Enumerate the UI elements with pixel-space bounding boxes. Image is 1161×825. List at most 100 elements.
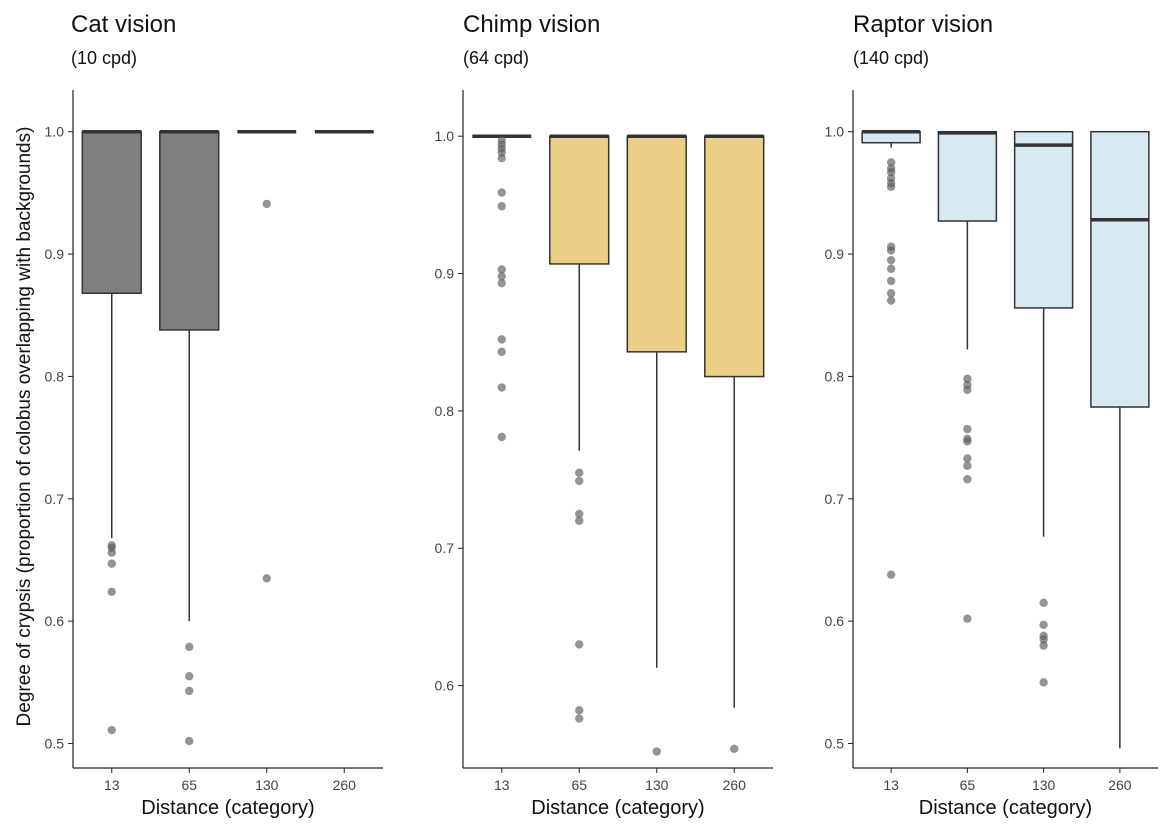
panel-title: Raptor vision: [853, 11, 993, 38]
box-130: [1015, 132, 1073, 687]
outlier-point: [498, 188, 506, 196]
box-iqr: [160, 132, 219, 330]
panel-title: Cat vision: [71, 11, 176, 38]
outlier-point: [887, 296, 895, 304]
y-tick-label: 1.0: [45, 124, 65, 140]
outlier-point: [498, 383, 506, 391]
x-tick-label: 130: [255, 777, 279, 793]
y-tick-label: 0.6: [45, 613, 65, 629]
panel-subtitle: (140 cpd): [853, 48, 929, 68]
box-13: [472, 136, 531, 441]
outlier-point: [1039, 678, 1047, 686]
outlier-point: [575, 517, 583, 525]
panel-2: Chimp vision (64 cpd) 0.6 0.7 0.8 0.9 1.0 13 65 1…: [435, 11, 773, 819]
outlier-point: [963, 615, 971, 623]
box-iqr: [705, 136, 764, 376]
outlier-point: [963, 475, 971, 483]
outlier-point: [1039, 599, 1047, 607]
x-tick-label: 65: [960, 777, 976, 793]
panel-subtitle: (10 cpd): [71, 48, 137, 68]
x-tick-label: 130: [1032, 777, 1056, 793]
outlier-point: [730, 745, 738, 753]
y-tick-label: 0.9: [45, 246, 65, 262]
y-axis-label: Degree of crypsis (proportion of colobus…: [14, 127, 35, 727]
y-tick-label: 0.7: [435, 540, 455, 556]
box-iqr: [627, 136, 686, 352]
box-iqr: [1091, 132, 1149, 407]
outlier-point: [963, 386, 971, 394]
box-65: [160, 132, 219, 746]
outlier-point: [108, 559, 116, 567]
outlier-point: [108, 588, 116, 596]
x-tick-label: 65: [571, 777, 587, 793]
outlier-point: [963, 462, 971, 470]
outlier-point: [887, 289, 895, 297]
y-tick-label: 1.0: [825, 124, 845, 140]
x-axis-label: Distance (category): [919, 797, 1092, 819]
box-13: [862, 132, 920, 579]
outlier-point: [653, 747, 661, 755]
x-tick-label: 65: [181, 777, 197, 793]
y-tick-label: 0.5: [45, 736, 65, 752]
panel-1: Cat vision (10 cpd) 0.5 0.6 0.7 0.8 0.9 1.0 13 65…: [14, 11, 383, 819]
outlier-point: [963, 437, 971, 445]
x-tick-label: 13: [883, 777, 899, 793]
outlier-point: [887, 183, 895, 191]
outlier-point: [263, 200, 271, 208]
outlier-point: [498, 279, 506, 287]
outlier-point: [108, 548, 116, 556]
y-tick-label: 0.8: [435, 403, 455, 419]
box-130: [627, 136, 686, 756]
panel-3: Raptor vision(140 cpd)0.50.60.70.80.91.0…: [825, 11, 1158, 819]
x-tick-label: 260: [723, 777, 747, 793]
outlier-point: [887, 256, 895, 264]
outlier-point: [887, 246, 895, 254]
outlier-point: [575, 640, 583, 648]
outlier-point: [185, 672, 193, 680]
box-260: [705, 136, 764, 753]
outlier-point: [498, 154, 506, 162]
outlier-point: [963, 425, 971, 433]
outlier-point: [887, 277, 895, 285]
x-tick-label: 13: [104, 777, 120, 793]
x-axis-label: Distance (category): [141, 797, 314, 819]
outlier-point: [108, 726, 116, 734]
y-tick-label: 0.7: [45, 491, 65, 507]
y-tick-label: 0.9: [435, 266, 455, 282]
y-tick-label: 0.7: [825, 491, 845, 507]
x-tick-label: 13: [494, 777, 510, 793]
outlier-point: [887, 265, 895, 273]
x-tick-label: 260: [1108, 777, 1132, 793]
y-tick-label: 0.8: [45, 368, 65, 384]
outlier-point: [575, 477, 583, 485]
box-iqr: [938, 132, 996, 221]
box-13: [82, 132, 141, 735]
outlier-point: [185, 687, 193, 695]
outlier-point: [498, 433, 506, 441]
outlier-point: [575, 469, 583, 477]
y-tick-label: 0.8: [825, 368, 845, 384]
box-130: [237, 132, 296, 583]
box-65: [938, 132, 996, 623]
outlier-point: [1039, 621, 1047, 629]
y-tick-label: 0.6: [825, 613, 845, 629]
outlier-point: [575, 714, 583, 722]
outlier-point: [498, 335, 506, 343]
outlier-point: [185, 737, 193, 745]
x-axis-label: Distance (category): [531, 797, 704, 819]
outlier-point: [498, 202, 506, 210]
outlier-point: [263, 574, 271, 582]
x-tick-label: 130: [645, 777, 669, 793]
x-tick-label: 260: [333, 777, 357, 793]
box-65: [550, 136, 609, 723]
outlier-point: [575, 706, 583, 714]
box-260: [1091, 132, 1149, 749]
outlier-point: [1039, 641, 1047, 649]
outlier-point: [963, 454, 971, 462]
outlier-point: [887, 570, 895, 578]
panel-title: Chimp vision: [463, 11, 600, 38]
outlier-point: [498, 348, 506, 356]
box-iqr: [1015, 132, 1073, 308]
box-iqr: [550, 136, 609, 264]
